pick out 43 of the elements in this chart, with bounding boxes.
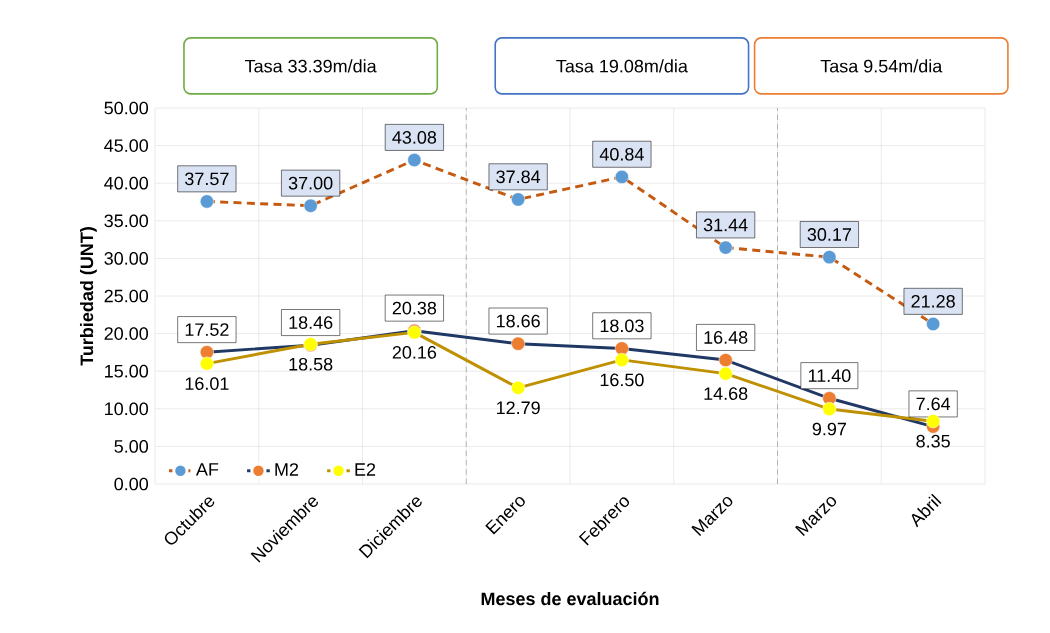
y-tick-label: 20.00 (104, 327, 149, 340)
data-label: 8.35 (916, 434, 950, 448)
data-label: 20.16 (392, 346, 437, 359)
data-label: 18.58 (289, 357, 333, 371)
y-tick-label: 15.00 (105, 364, 149, 378)
data-label: 20.38 (392, 301, 437, 315)
data-label: 7.64 (916, 397, 951, 411)
data-label: 18.46 (289, 316, 333, 329)
y-tick-label: 45.00 (104, 139, 149, 152)
text: Tasa 19.08m/dia (556, 59, 688, 73)
y-tick-label: 35.00 (104, 214, 149, 228)
data-label: 37.84 (496, 170, 541, 184)
y-tick-label: 40.00 (104, 176, 149, 190)
data-label: 30.17 (807, 228, 851, 241)
data-label: 40.84 (599, 147, 644, 161)
data-label: 18.03 (600, 319, 644, 333)
data-label: 18.66 (496, 314, 540, 328)
data-label: 31.44 (703, 218, 748, 232)
data-label: 16.50 (600, 373, 644, 387)
text: Tasa 9.54m/dia (820, 59, 943, 73)
data-label: 16.01 (185, 377, 229, 390)
data-label: 37.57 (185, 172, 229, 186)
y-tick-label: 5.00 (114, 440, 149, 453)
data-label: 14.68 (704, 387, 748, 400)
data-label: 9.97 (812, 422, 846, 436)
data-label: 11.40 (808, 369, 851, 382)
y-tick-label: 10.00 (105, 402, 149, 416)
y-tick-label: 30.00 (104, 252, 149, 265)
legend-label: E2 (355, 463, 376, 476)
data-label: 43.08 (392, 131, 437, 144)
data-label: 37.00 (288, 176, 333, 190)
data-label: 21.28 (911, 294, 955, 308)
y-tick-label: 25.00 (104, 289, 149, 303)
y-tick-label: 50.00 (104, 101, 149, 115)
data-label: 16.48 (704, 331, 748, 344)
x-axis-title: Meses de evaluación (481, 591, 659, 606)
legend-label: AF (195, 463, 219, 476)
y-tick-label: 0.00 (114, 477, 149, 491)
data-label: 17.52 (185, 323, 229, 336)
y-axis-title: Turbiedad (UNT) (79, 227, 97, 366)
legend-label: M2 (275, 463, 299, 476)
text: Tasa 33.39m/dia (244, 59, 377, 73)
data-label: 12.79 (496, 401, 540, 415)
